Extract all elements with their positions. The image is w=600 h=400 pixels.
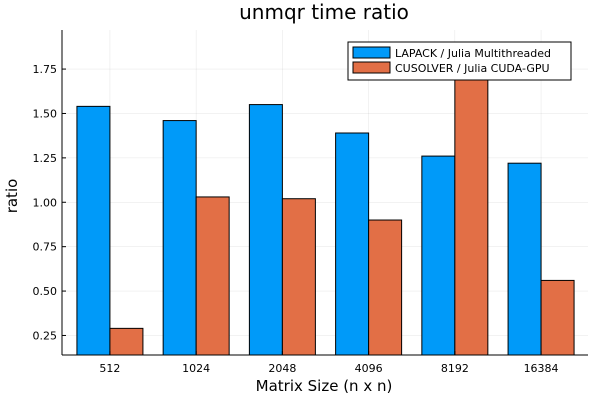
chart-title: unmqr time ratio [239,0,409,24]
x-tick-label: 1024 [182,362,210,375]
legend-label: CUSOLVER / Julia CUDA-GPU [395,62,550,75]
y-tick-label: 0.50 [33,285,58,298]
axes [61,30,588,356]
y-axis-title: ratio [3,179,21,214]
bar-lapack-16384 [507,162,542,356]
bar-cusolver-8192 [454,77,489,356]
bar-cusolver-512 [109,327,144,356]
x-tick-label: 512 [99,362,120,375]
bar-lapack-8192 [421,155,456,356]
y-tick-label: 1.50 [33,107,58,120]
bar-lapack-512 [76,105,111,356]
x-axis-title: Matrix Size (n x n) [256,377,393,395]
y-tick-label: 0.25 [33,329,58,342]
legend-swatch [352,46,391,59]
bar-cusolver-2048 [281,198,316,356]
y-tick-label: 0.75 [33,241,58,254]
x-tick-label: 8192 [441,362,469,375]
bar-cusolver-16384 [540,279,575,356]
bar-cusolver-4096 [368,219,403,356]
x-tick-labels: 512 1024 2048 4096 8192 16384 [99,362,558,375]
y-tick-label: 1.25 [33,152,58,165]
y-tick-labels: 0.25 0.50 0.75 1.00 1.25 1.50 1.75 [33,63,58,342]
bar-cusolver-1024 [195,196,230,356]
y-tick-label: 1.00 [33,196,58,209]
legend-swatch [352,61,391,74]
legend-label: LAPACK / Julia Multithreaded [395,47,551,60]
y-tick-label: 1.75 [33,63,58,76]
legend: LAPACK / Julia Multithreaded CUSOLVER / J… [347,41,572,81]
x-tick-label: 2048 [268,362,296,375]
bar-lapack-1024 [162,120,197,356]
x-tick-label: 4096 [355,362,383,375]
x-tick-label: 16384 [524,362,559,375]
bar-lapack-2048 [248,104,283,356]
bars [76,77,575,356]
bar-lapack-4096 [335,132,370,356]
